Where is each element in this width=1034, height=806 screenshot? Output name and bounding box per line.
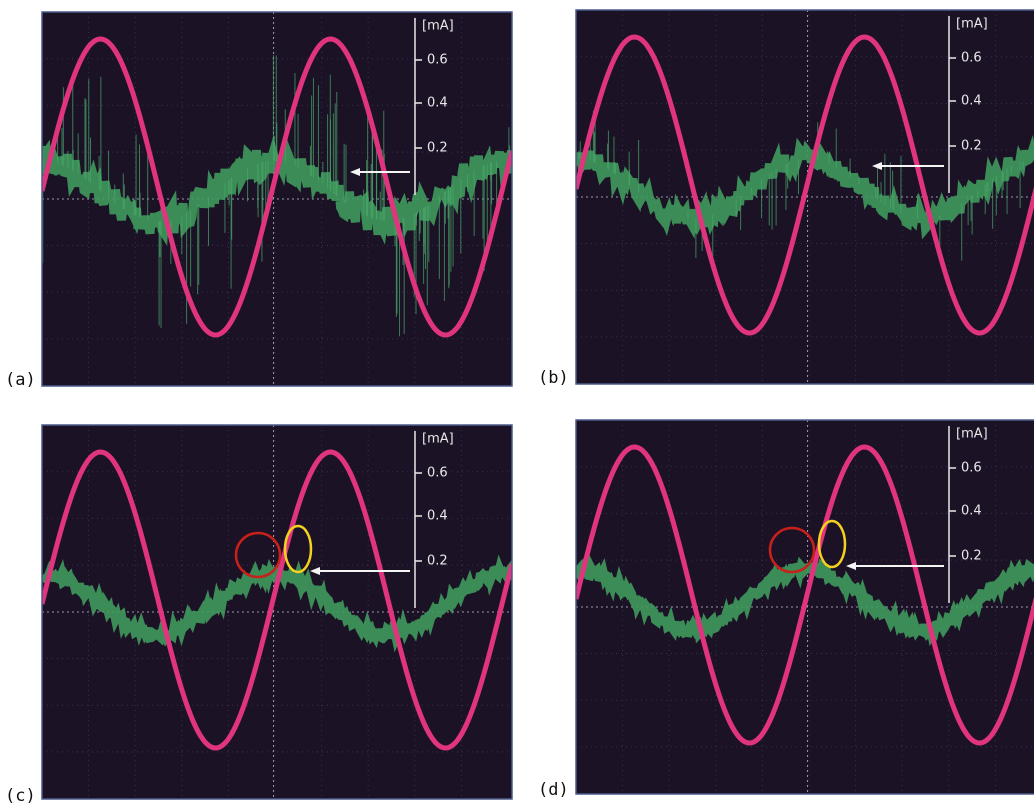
panel-label: (b) — [538, 368, 569, 388]
scope-screen — [42, 425, 512, 799]
panel-label: (a) — [5, 370, 36, 390]
scale-label: 0.2 — [427, 141, 448, 156]
scale-label: 0.6 — [427, 466, 448, 481]
scale-label: 0.2 — [427, 554, 448, 569]
scale-unit: [mA] — [956, 427, 988, 442]
scale-label: 0.2 — [961, 139, 982, 154]
scale-label: 0.6 — [427, 53, 448, 68]
scope-panel: [mA] 0.6 0.4 0.2 — [576, 10, 1034, 384]
scale-label: 0.4 — [961, 94, 982, 109]
panel-label: (c) — [5, 786, 36, 806]
scale-label: 0.4 — [427, 96, 448, 111]
scope-screen — [576, 420, 1034, 794]
panel-label: (d) — [538, 780, 569, 800]
scope-panel: [mA] 0.6 0.4 0.2 — [42, 12, 512, 386]
page: [mA] 0.6 0.4 0.2 (a) [mA] 0.6 0.4 0.2 (b) [mA] 0.6 0… — [0, 0, 1034, 806]
scale-unit: [mA] — [422, 19, 454, 34]
scale-label: 0.6 — [961, 51, 982, 66]
scale-unit: [mA] — [956, 17, 988, 32]
scale-label: 0.2 — [961, 549, 982, 564]
scope-panel: [mA] 0.6 0.4 0.2 — [576, 420, 1034, 794]
scope-screen — [576, 10, 1034, 384]
figure: [mA] 0.6 0.4 0.2 (a) [mA] 0.6 0.4 0.2 (b) [mA] 0.6 0… — [0, 0, 1034, 806]
scope-screen — [42, 12, 512, 386]
scale-label: 0.4 — [427, 509, 448, 524]
scale-label: 0.6 — [961, 461, 982, 476]
scope-panel: [mA] 0.6 0.4 0.2 — [42, 425, 512, 799]
scale-unit: [mA] — [422, 432, 454, 447]
scale-label: 0.4 — [961, 504, 982, 519]
